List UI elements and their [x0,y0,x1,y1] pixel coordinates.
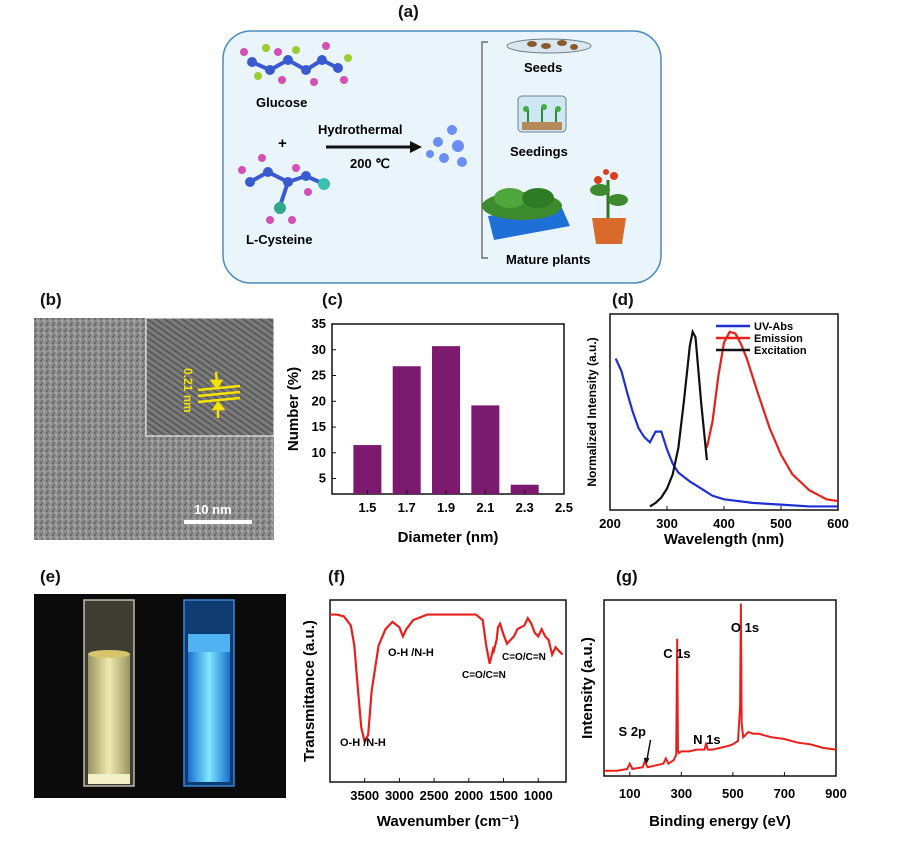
annotation-oh-weak: O-H /N-H [388,647,434,659]
panel-label-a: (a) [398,2,419,21]
y-axis-label: Number (%) [285,367,302,451]
yellow-cuvette-icon [83,599,135,787]
plus-sign: + [278,135,287,152]
ftir-spectrum-f: 3500 3000 2500 2000 1500 1000 O-H /N-H O-H /N-H… [301,599,567,830]
x-tick-label: 1.9 [437,500,455,515]
y-tick-label: 15 [312,419,326,434]
x-tick-label: 300 [656,516,678,531]
y-tick-label: 20 [312,393,326,408]
annotation-o1s: O 1s [731,620,759,635]
annotation-n1s: N 1s [693,732,720,747]
y-tick-label: 25 [312,368,326,383]
series-line-excitation [649,328,708,508]
y-axis-label: Normalized Intensity (a.u.) [585,337,599,486]
cysteine-label: L-Cysteine [246,232,312,247]
x-tick-label: 2.3 [516,500,534,515]
tem-image-b: 0.21 nm 10 nm [34,318,274,540]
y-axis-label: Intensity (a.u.) [579,637,596,739]
glucose-molecule-icon [240,42,352,86]
histogram-bar [432,346,461,494]
xps-line [604,603,837,772]
x-tick-label: 600 [827,516,849,531]
y-tick-label: 30 [312,342,326,357]
legend-label: Excitation [754,345,807,357]
x-axis-label: Diameter (nm) [398,529,499,546]
annotation-oh-strong: O-H /N-H [340,737,386,749]
lattice-markers [197,371,241,418]
annotation-s2p: S 2p [619,724,647,739]
x-tick-label: 3500 [350,788,379,803]
arrow-bottom-label: 200 ℃ [350,156,390,171]
x-axis-label: Wavelength (nm) [664,531,784,548]
legend-label: Emission [754,333,803,345]
arrow-top-label: Hydrothermal [318,122,403,137]
x-tick-label: 2.1 [476,500,494,515]
panel-label-c: (c) [322,290,343,309]
seedings-label: Seedings [510,144,568,159]
panel-label-e: (e) [40,567,61,586]
y-tick-label: 5 [319,471,326,486]
x-tick-label: 1500 [489,788,518,803]
glucose-label: Glucose [256,95,307,110]
x-tick-label: 300 [670,786,692,801]
blue-cuvette-icon [183,599,235,787]
histogram-bar [353,445,382,494]
xps-survey-g: 100 300 500 700 900 O 1s C 1s N 1s S 2p Binding e… [579,599,847,830]
seeds-dish-icon [506,38,592,54]
series-line-uv-abs [614,358,838,508]
series-line-emission [705,330,839,503]
mature-plants-tray-icon [482,188,570,240]
x-tick-label: 500 [770,516,792,531]
annotation-co-2: C=O/C=N [502,652,546,663]
legend-label: UV-Abs [754,321,793,333]
seeds-label: Seeds [524,60,562,75]
x-tick-label: 1000 [524,788,553,803]
x-axis-label: Binding energy (eV) [649,813,791,830]
reaction-arrow-icon [410,141,422,153]
x-tick-label: 1.7 [398,500,416,515]
annotation-s2p-arrowhead [643,758,650,764]
scale-bar [184,520,252,524]
x-tick-label: 700 [774,786,796,801]
x-tick-label: 900 [825,786,847,801]
histogram-bar [510,484,539,494]
x-tick-label: 2000 [454,788,483,803]
y-axis-label: Transmittance (a.u.) [301,620,318,762]
x-tick-label: 2500 [420,788,449,803]
lattice-spacing-label: 0.21 nm [181,368,195,413]
histogram-bar [471,405,500,494]
annotation-c1s: C 1s [663,646,690,661]
x-tick-label: 100 [619,786,641,801]
x-tick-label: 400 [713,516,735,531]
x-tick-label: 1.5 [358,500,376,515]
x-tick-label: 500 [722,786,744,801]
x-tick-label: 2.5 [555,500,573,515]
plot-frame [329,599,567,783]
cysteine-molecule-icon [238,154,330,224]
x-tick-label: 3000 [385,788,414,803]
plot-frame [603,599,837,777]
ftir-line [330,613,564,746]
panel-label-d: (d) [612,290,634,309]
x-axis-label: Wavenumber (cm⁻¹) [377,813,519,830]
x-tick-label: 200 [599,516,621,531]
y-tick-label: 10 [312,445,326,460]
panel-label-b: (b) [40,290,62,309]
panel-label-g: (g) [616,567,638,586]
mature-plants-label: Mature plants [506,252,591,267]
y-tick-label: 35 [312,316,326,331]
panel-label-f: (f) [328,567,345,586]
annotation-co-1: C=O/C=N [462,670,506,681]
scale-bar-label: 10 nm [194,502,232,517]
scheme-panel-a: Glucose + L-Cysteine Hydrothermal 200 ℃ … [222,30,662,284]
histogram-bar [392,366,421,494]
seedings-pot-icon [517,95,567,133]
carbon-dots-icon [426,125,467,167]
size-histogram-c: 1.5 1.7 1.9 2.1 2.3 2.5 5 10 15 20 25 30 35 Diameter … [285,316,573,546]
tomato-plant-icon [590,169,628,244]
cuvette-photo-e [34,594,286,798]
